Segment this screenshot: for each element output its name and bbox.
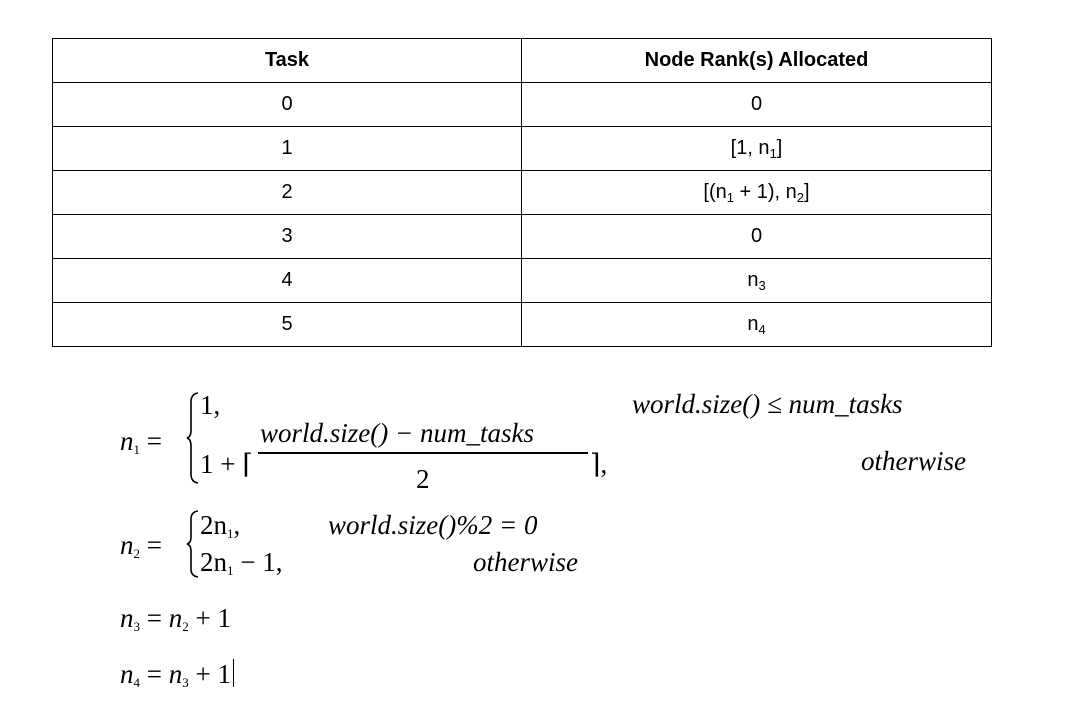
task-cell: 1 xyxy=(52,126,522,171)
n2-case1-value: 2n1, xyxy=(200,510,241,541)
task-cell: 3 xyxy=(52,214,522,259)
n1-numerator: world.size() − num_tasks xyxy=(260,418,534,448)
n2-case1-condition: world.size()%2 = 0 xyxy=(328,510,538,540)
text-cursor[interactable] xyxy=(232,659,234,687)
n1-case1-value: 1, xyxy=(200,390,221,420)
equation-n3: n3 = n2 + 1 xyxy=(120,603,231,634)
nodes-cell: [1, n1] xyxy=(521,126,992,171)
n1-lhs: n1 = xyxy=(120,426,162,457)
header-task: Task xyxy=(52,38,522,83)
nodes-cell: n3 xyxy=(521,258,992,303)
n1-case1-condition: world.size() ≤ num_tasks xyxy=(632,389,903,419)
table-row: 5 n4 xyxy=(52,302,992,347)
task-cell: 2 xyxy=(52,170,522,215)
equation-n4: n4 = n3 + 1 xyxy=(120,659,234,689)
n2-case2-condition: otherwise xyxy=(473,547,578,577)
task-cell: 5 xyxy=(52,302,522,347)
table-header-row: Task Node Rank(s) Allocated xyxy=(52,38,992,83)
n1-case2-suffix: ⌉, xyxy=(590,449,608,479)
table-row: 4 n3 xyxy=(52,258,992,303)
task-cell: 4 xyxy=(52,258,522,303)
table-row: 2 [(n1 + 1), n2] xyxy=(52,170,992,215)
nodes-cell: [(n1 + 1), n2] xyxy=(521,170,992,215)
task-allocation-table: Task Node Rank(s) Allocated 0 0 1 [1, n1… xyxy=(52,38,992,347)
n1-case2-prefix: 1 + ⌈ xyxy=(200,449,253,479)
left-brace-icon xyxy=(186,510,199,578)
n2-case2-value: 2n1 − 1, xyxy=(200,547,283,578)
nodes-cell: 0 xyxy=(521,82,992,127)
task-cell: 0 xyxy=(52,82,522,127)
nodes-cell: n4 xyxy=(521,302,992,347)
n1-case2-condition: otherwise xyxy=(861,446,966,476)
left-brace-icon xyxy=(186,392,199,484)
nodes-cell: 0 xyxy=(521,214,992,259)
table-row: 1 [1, n1] xyxy=(52,126,992,171)
fraction-line xyxy=(258,452,588,454)
table-row: 3 0 xyxy=(52,214,992,259)
n1-denominator: 2 xyxy=(416,464,430,494)
header-node-ranks: Node Rank(s) Allocated xyxy=(521,38,992,83)
n2-lhs: n2 = xyxy=(120,530,162,561)
table-row: 0 0 xyxy=(52,82,992,127)
